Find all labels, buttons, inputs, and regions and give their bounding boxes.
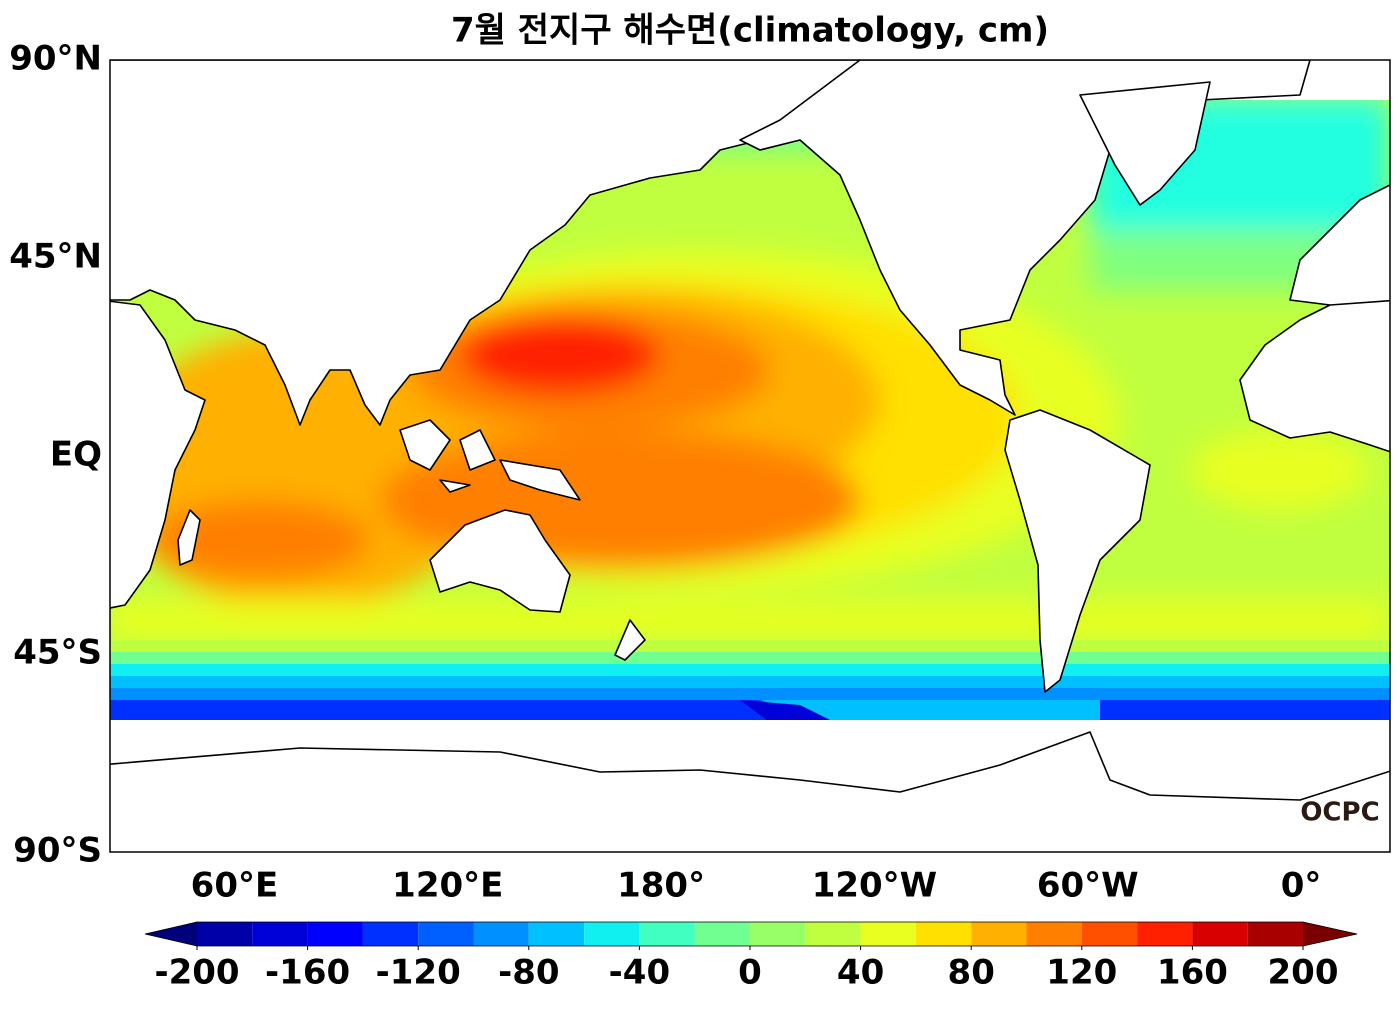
field-band bbox=[110, 652, 1390, 666]
x-tick-label: 120°W bbox=[812, 866, 937, 906]
colorbar-box bbox=[197, 922, 253, 946]
field-band bbox=[110, 640, 1390, 654]
southeast-asia-islands bbox=[399, 419, 581, 501]
africa-west bbox=[1239, 290, 1390, 453]
colorbar-box bbox=[1081, 922, 1138, 946]
colorbar-tick-label: -80 bbox=[498, 953, 559, 993]
colorbar-extend-max bbox=[1303, 922, 1357, 946]
colorbar-box bbox=[805, 922, 861, 946]
map-frame bbox=[109, 59, 1391, 853]
colorbar-box bbox=[750, 922, 806, 946]
field-band bbox=[110, 688, 1390, 702]
colorbar-box bbox=[362, 922, 419, 946]
colorbar-box bbox=[971, 922, 1027, 946]
y-tick-label: EQ bbox=[50, 435, 102, 475]
colorbar-box bbox=[1137, 922, 1193, 946]
colorbar-tick-label: 80 bbox=[948, 953, 995, 993]
field-band bbox=[110, 600, 1390, 640]
colorbar-tick-label: 200 bbox=[1268, 953, 1339, 993]
y-tick-label: 45°S bbox=[13, 633, 102, 673]
new-zealand bbox=[614, 619, 646, 661]
colorbar-box bbox=[915, 922, 972, 946]
colorbar-box bbox=[418, 922, 474, 946]
colorbar-tick-label: -120 bbox=[376, 953, 461, 993]
madagascar bbox=[177, 509, 201, 566]
colorbar-tick-label: 40 bbox=[837, 953, 884, 993]
colorbar-box bbox=[584, 922, 640, 946]
map-title: 7월 전지구 해수면(climatology, cm) bbox=[451, 11, 1049, 51]
field-band bbox=[110, 664, 1390, 678]
greenland bbox=[1079, 81, 1211, 206]
x-tick-label: 0° bbox=[1281, 866, 1322, 906]
y-tick-label: 45°N bbox=[9, 237, 102, 277]
antarctica bbox=[110, 731, 1390, 852]
colorbar-tick-label: -40 bbox=[609, 953, 670, 993]
colorbar-tick-label: 120 bbox=[1046, 953, 1117, 993]
colorbar-box bbox=[1247, 922, 1303, 946]
field-band bbox=[110, 676, 1390, 690]
sea-level-field bbox=[110, 60, 1390, 852]
colorbar-extend-min bbox=[145, 922, 197, 946]
colorbar-box bbox=[252, 922, 308, 946]
y-tick-label: 90°S bbox=[13, 831, 102, 871]
colorbar-box bbox=[528, 922, 585, 946]
colorbar-box bbox=[1192, 922, 1248, 946]
south-america bbox=[1004, 409, 1151, 693]
colorbar-box bbox=[1026, 922, 1082, 946]
colorbar-tick-label: 160 bbox=[1157, 953, 1228, 993]
colorbar-box bbox=[307, 922, 363, 946]
colorbar-box bbox=[860, 922, 916, 946]
colorbar-box bbox=[639, 922, 695, 946]
x-tick-label: 60°W bbox=[1037, 866, 1139, 906]
x-tick-label: 60°E bbox=[191, 866, 279, 906]
eurasia bbox=[110, 60, 871, 426]
colorbar-box bbox=[694, 922, 750, 946]
colorbar-tick-label: 0 bbox=[738, 953, 762, 993]
field-blob bbox=[1190, 430, 1370, 510]
australia bbox=[429, 509, 571, 613]
x-tick-label: 180° bbox=[617, 866, 705, 906]
europe-west bbox=[1289, 184, 1390, 306]
field-blob bbox=[150, 500, 370, 580]
coastlines bbox=[110, 60, 1390, 852]
colorbar-box bbox=[473, 922, 529, 946]
logo: OCPC bbox=[1300, 798, 1379, 828]
y-tick-label: 90°N bbox=[9, 39, 102, 79]
x-tick-label: 120°E bbox=[392, 866, 503, 906]
colorbar-tick-label: -160 bbox=[265, 953, 350, 993]
africa bbox=[110, 300, 206, 609]
colorbar-tick-label: -200 bbox=[154, 953, 239, 993]
field-blob bbox=[460, 315, 660, 395]
